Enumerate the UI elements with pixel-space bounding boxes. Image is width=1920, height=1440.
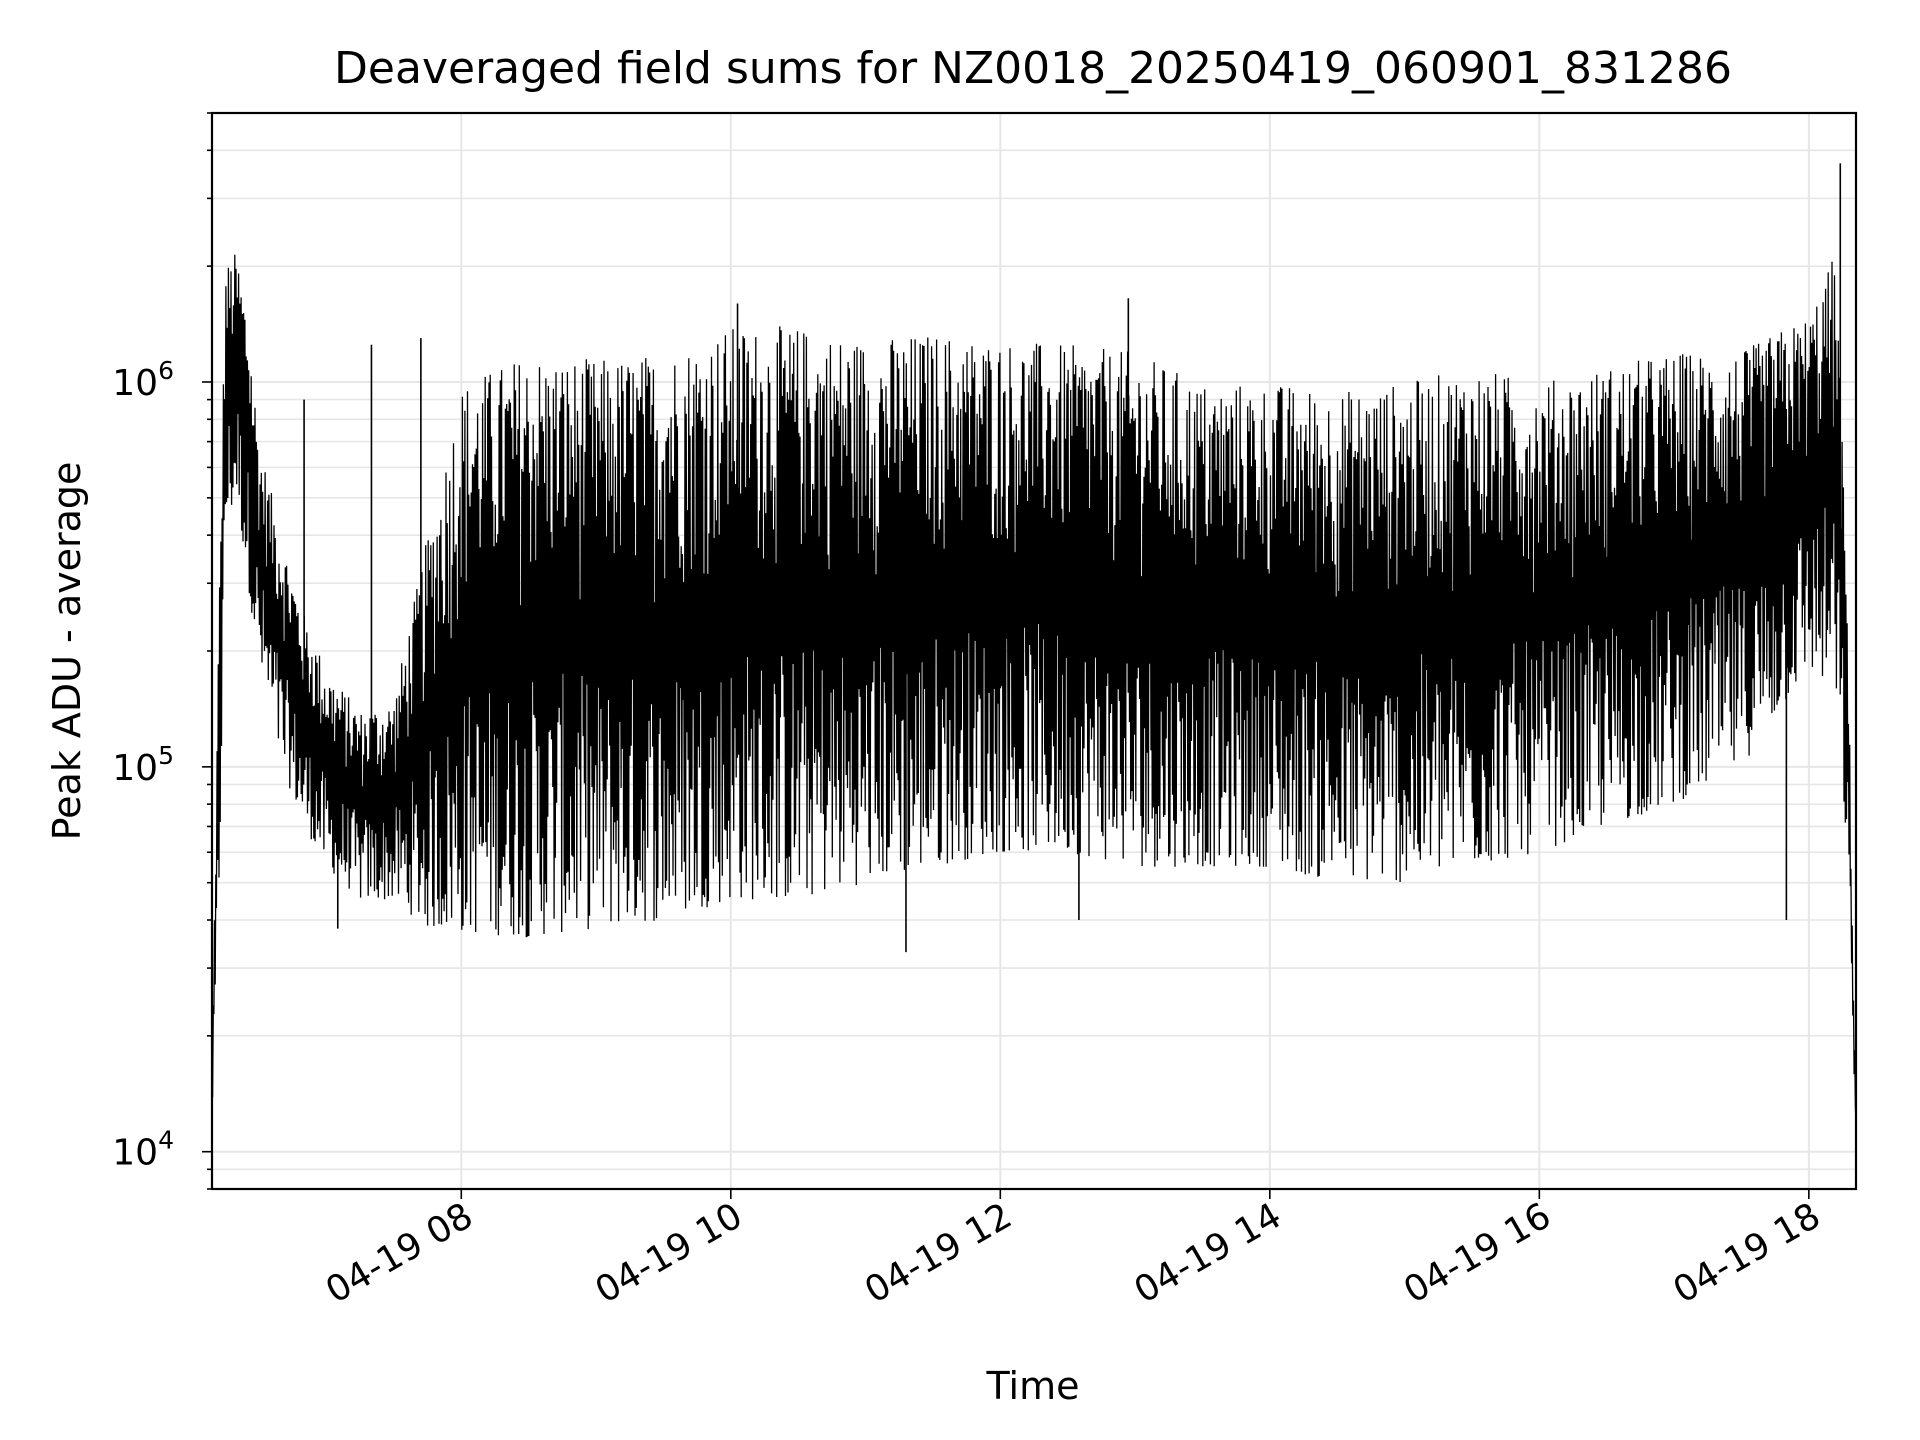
y-tick-label: 104 (112, 1126, 174, 1174)
y-tick-label: 105 (112, 741, 174, 789)
series-line (211, 254, 1857, 1125)
x-axis-label: Time (986, 1364, 1080, 1408)
chart-title: Deaveraged field sums for NZ0018_2025041… (334, 43, 1732, 94)
y-tick-label: 106 (112, 356, 174, 404)
data-series (211, 163, 1857, 1125)
y-axis-label: Peak ADU - average (45, 462, 89, 841)
